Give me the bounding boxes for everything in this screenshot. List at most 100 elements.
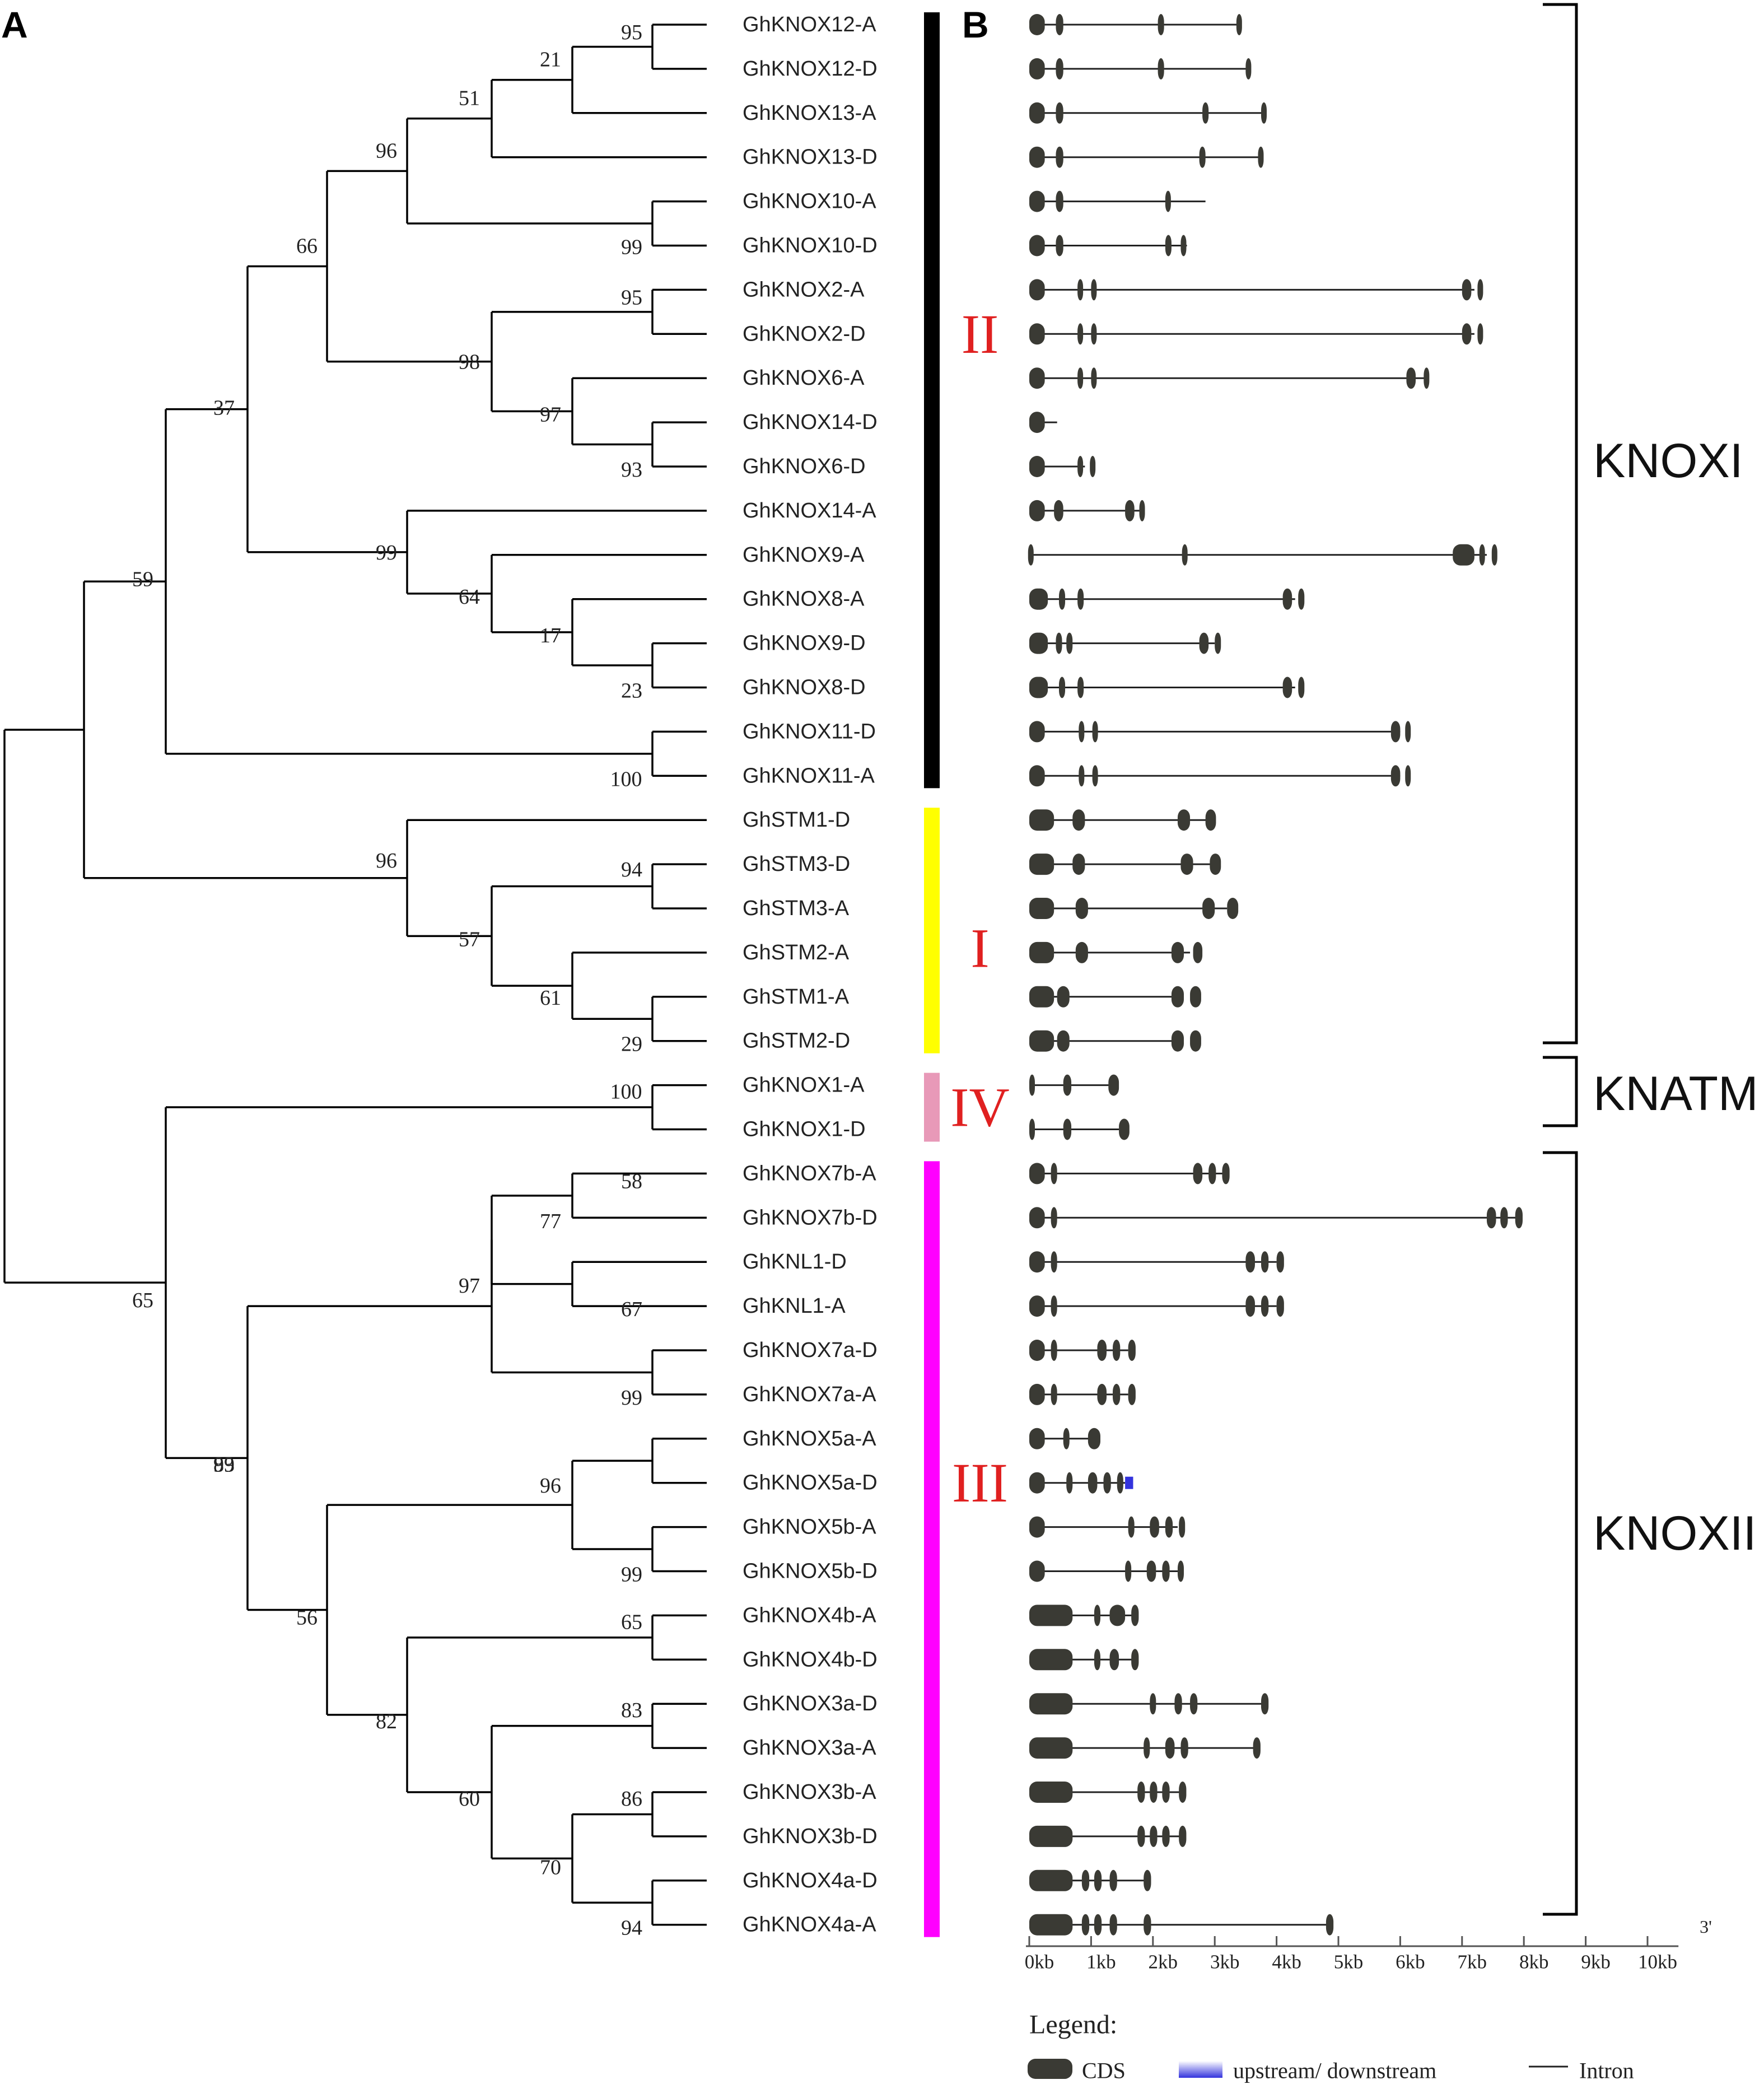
- cds-exon: [1406, 367, 1416, 389]
- leaf-label: GhKNOX14-D: [743, 411, 878, 434]
- family-label: KNOXI: [1593, 434, 1743, 488]
- cds-exon: [1477, 323, 1483, 345]
- cds-exon: [1193, 941, 1203, 963]
- cds-exon: [1205, 809, 1216, 831]
- cds-exon: [1029, 1693, 1073, 1715]
- axis-tick-label: 7kb: [1458, 1951, 1487, 1973]
- cds-exon: [1056, 14, 1063, 35]
- cds-exon: [1029, 1825, 1073, 1847]
- bootstrap-value: 83: [213, 1453, 235, 1476]
- axis-tick-label: 6kb: [1396, 1951, 1425, 1973]
- bootstrap-value: 93: [621, 458, 642, 482]
- cds-exon: [1128, 1516, 1135, 1538]
- phylogenetic-tree-labels: 95 21 51 96 99 66 95 98 97 93 37 99 64 17 23 100 59 94 96 5…: [132, 13, 878, 1940]
- cds-exon: [1029, 677, 1048, 698]
- cds-exon: [1029, 500, 1045, 521]
- cds-exon: [1174, 1693, 1182, 1715]
- gene-structures: [1028, 14, 1523, 1936]
- cds-exon: [1282, 677, 1292, 698]
- bootstrap-value: 99: [621, 1563, 642, 1587]
- cds-exon: [1029, 1118, 1035, 1140]
- cds-exon: [1091, 279, 1097, 301]
- leaf-label: GhKNOX13-A: [743, 101, 876, 125]
- bootstrap-value: 65: [132, 1289, 153, 1312]
- cds-exon: [1029, 1030, 1054, 1052]
- cds-exon: [1261, 1693, 1269, 1715]
- cds-exon: [1171, 1030, 1184, 1052]
- axis-tick-label: 9kb: [1581, 1951, 1611, 1973]
- cds-exon: [1092, 721, 1098, 743]
- bootstrap-value: 96: [376, 849, 397, 873]
- leaf-label: GhSTM3-D: [743, 852, 850, 876]
- cds-exon: [1108, 1074, 1119, 1096]
- cds-exon: [1029, 1914, 1073, 1936]
- cds-exon: [1180, 235, 1187, 257]
- cds-exon: [1276, 1251, 1284, 1273]
- bootstrap-value: 83: [621, 1699, 642, 1722]
- leaf-label: GhSTM2-D: [743, 1029, 850, 1053]
- cds-exon: [1261, 1251, 1269, 1273]
- axis-end-label: 3': [1700, 1917, 1712, 1937]
- cds-exon: [1144, 1914, 1151, 1936]
- bootstrap-value: 98: [459, 351, 480, 374]
- bootstrap-value: 60: [459, 1787, 480, 1811]
- cds-exon: [1125, 1560, 1132, 1582]
- cds-exon: [1077, 456, 1084, 477]
- cds-exon: [1158, 58, 1164, 80]
- axis-tick-label: 3kb: [1210, 1951, 1240, 1973]
- cds-exon: [1193, 1163, 1203, 1185]
- cds-exon: [1029, 1251, 1045, 1273]
- cds-exon: [1150, 1693, 1156, 1715]
- cds-exon: [1094, 1914, 1102, 1936]
- leaf-label: GhKNOX1-D: [743, 1118, 866, 1141]
- cds-exon: [1215, 632, 1221, 654]
- leaf-label: GhKNOX5a-D: [743, 1471, 878, 1495]
- cds-exon: [1029, 941, 1054, 963]
- axis-tick-label: 5kb: [1334, 1951, 1364, 1973]
- cds-exon: [1075, 898, 1088, 919]
- cds-exon: [1081, 1869, 1090, 1891]
- cds-exon: [1210, 854, 1221, 875]
- cds-exon: [1258, 146, 1264, 168]
- leaf-label: GhKNOX6-A: [743, 366, 865, 390]
- bootstrap-value: 99: [376, 541, 397, 565]
- cds-exon: [1066, 632, 1073, 654]
- cds-exon: [1182, 544, 1188, 566]
- subgroup-bar: [924, 12, 940, 789]
- cds-exon: [1227, 898, 1239, 919]
- legend-utr-label: upstream/ downstream: [1233, 2058, 1436, 2083]
- cds-exon: [1165, 190, 1171, 212]
- panel-label-a: A: [1, 4, 28, 45]
- leaf-label: GhKNOX4a-D: [743, 1869, 878, 1892]
- leaf-label: GhKNOX3b-D: [743, 1825, 878, 1848]
- cds-exon: [1028, 544, 1034, 566]
- cds-exon: [1128, 1340, 1136, 1361]
- bootstrap-value: 100: [610, 1080, 642, 1104]
- phylogenetic-tree-branches: [3, 24, 707, 1926]
- bootstrap-value: 61: [540, 986, 561, 1010]
- leaf-label: GhKNOX3b-A: [743, 1780, 876, 1804]
- cds-exon: [1079, 765, 1085, 787]
- cds-exon: [1137, 1782, 1145, 1803]
- legend-title: Legend:: [1029, 2010, 1117, 2040]
- cds-exon: [1150, 1825, 1158, 1847]
- cds-exon: [1109, 1869, 1117, 1891]
- cds-exon: [1029, 1428, 1045, 1449]
- cds-exon: [1094, 1605, 1100, 1626]
- bootstrap-value: 59: [132, 567, 153, 591]
- panel-label-b: B: [962, 4, 989, 45]
- cds-exon: [1091, 323, 1097, 345]
- cds-exon: [1150, 1782, 1158, 1803]
- subgroup-label: III: [952, 1452, 1008, 1514]
- leaf-label: GhSTM2-A: [743, 941, 850, 964]
- bootstrap-value: 96: [540, 1474, 561, 1498]
- leaf-label: GhKNOX9-A: [743, 543, 865, 567]
- cds-exon: [1057, 1030, 1070, 1052]
- cds-exon: [1245, 58, 1252, 80]
- cds-exon: [1090, 456, 1096, 477]
- cds-exon: [1119, 1118, 1130, 1140]
- cds-exon: [1077, 367, 1084, 389]
- cds-exon: [1072, 854, 1085, 875]
